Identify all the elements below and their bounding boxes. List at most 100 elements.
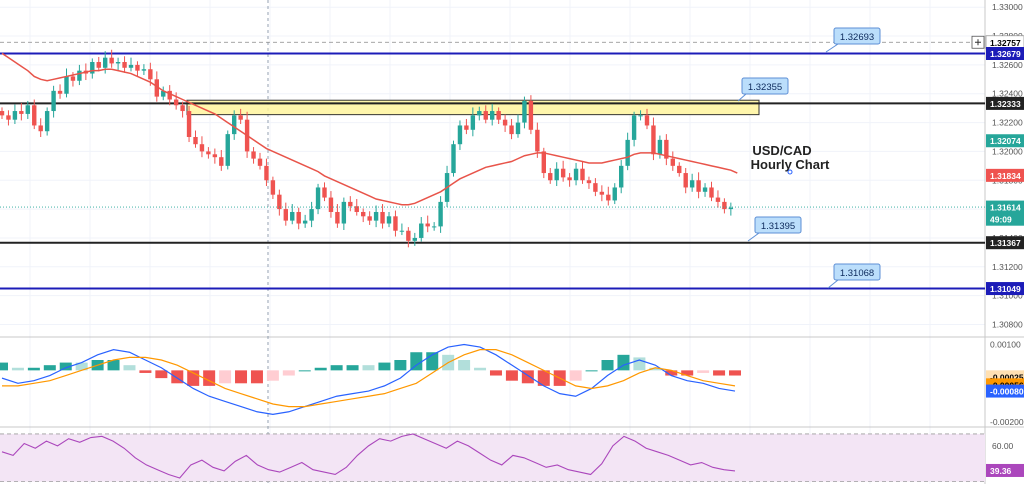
candle-body[interactable] — [438, 201, 443, 227]
candle-body[interactable] — [122, 62, 127, 68]
candle-body[interactable] — [573, 168, 579, 181]
candle-body[interactable] — [457, 125, 463, 145]
candle-body[interactable] — [193, 136, 198, 145]
candle-body[interactable] — [12, 111, 18, 120]
candle-body[interactable] — [496, 111, 501, 120]
candle-body[interactable] — [477, 111, 482, 116]
candle-body[interactable] — [580, 168, 585, 181]
candle-body[interactable] — [541, 151, 546, 174]
candle-body[interactable] — [683, 173, 688, 188]
candle-body[interactable] — [522, 100, 527, 123]
callout-1-32693-box[interactable] — [833, 27, 881, 45]
candle-body[interactable] — [219, 157, 224, 166]
price-tag-6-bg[interactable] — [986, 212, 1024, 226]
callout-1-31068-box[interactable] — [833, 263, 881, 281]
price-axis[interactable]: 1.330001.328001.326001.324001.322001.320… — [971, 2, 1024, 477]
candle-body[interactable] — [290, 211, 295, 221]
macd-line[interactable] — [1, 343, 736, 415]
macd-tag-2-bg[interactable] — [986, 384, 1024, 398]
candle-body[interactable] — [354, 206, 359, 212]
candle-body[interactable] — [509, 125, 514, 135]
candle-body[interactable] — [70, 76, 76, 81]
candle-body[interactable] — [535, 129, 540, 152]
candle-body[interactable] — [399, 230, 405, 232]
candle-body[interactable] — [515, 122, 521, 135]
candle-body[interactable] — [502, 119, 508, 126]
candle-body[interactable] — [173, 99, 179, 106]
candle-body[interactable] — [644, 115, 650, 126]
rsi-pane[interactable] — [0, 433, 985, 483]
candle-body[interactable] — [619, 165, 624, 188]
candle-body[interactable] — [38, 125, 43, 132]
callout-1-31395-box[interactable] — [754, 216, 802, 234]
candle-body[interactable] — [638, 115, 643, 117]
candle-body[interactable] — [251, 151, 256, 159]
candle-body[interactable] — [367, 216, 372, 221]
candle-body[interactable] — [451, 144, 456, 174]
candle-body[interactable] — [109, 57, 114, 64]
candle-body[interactable] — [715, 197, 721, 202]
candle-body[interactable] — [51, 90, 56, 112]
candle-body[interactable] — [419, 223, 424, 238]
candle-body[interactable] — [696, 180, 701, 192]
candle-body[interactable] — [651, 125, 656, 155]
candle-body[interactable] — [277, 194, 282, 210]
candle-body[interactable] — [722, 201, 727, 210]
macd-pane[interactable] — [0, 343, 741, 415]
candle-body[interactable] — [361, 211, 366, 217]
candle-body[interactable] — [6, 115, 11, 120]
rsi-tag-bg[interactable] — [986, 463, 1024, 477]
candle-body[interactable] — [528, 100, 534, 130]
candle-body[interactable] — [90, 62, 95, 74]
price-tag-7-bg[interactable] — [986, 236, 1024, 250]
candle-body[interactable] — [677, 165, 682, 174]
candle-body[interactable] — [44, 111, 50, 132]
candle-body[interactable] — [161, 90, 166, 97]
candle-body[interactable] — [57, 90, 63, 94]
candle-body[interactable] — [322, 187, 327, 198]
candle-body[interactable] — [154, 79, 159, 97]
candle-body[interactable] — [167, 90, 172, 100]
candle-body[interactable] — [238, 115, 243, 120]
price-tag-5-bg[interactable] — [986, 200, 1024, 214]
candle-body[interactable] — [393, 216, 398, 231]
candle-body[interactable] — [709, 187, 714, 198]
candle-body[interactable] — [0, 111, 5, 116]
candle-body[interactable] — [264, 165, 269, 181]
candle-body[interactable] — [115, 62, 121, 64]
candle-body[interactable] — [180, 105, 185, 112]
candle-body[interactable] — [599, 191, 605, 195]
candle-body[interactable] — [148, 69, 153, 80]
candle-body[interactable] — [103, 57, 108, 68]
price-tag-3-bg[interactable] — [986, 134, 1024, 148]
candle-body[interactable] — [689, 180, 695, 188]
candle-body[interactable] — [32, 105, 37, 126]
candle-body[interactable] — [548, 173, 553, 181]
candle-body[interactable] — [302, 220, 308, 224]
candle-body[interactable] — [373, 211, 379, 221]
candle-body[interactable] — [128, 64, 134, 68]
candle-body[interactable] — [670, 158, 675, 166]
candle-body[interactable] — [483, 111, 488, 120]
candle-body[interactable] — [664, 139, 669, 159]
candle-body[interactable] — [25, 105, 30, 114]
candle-body[interactable] — [702, 187, 708, 192]
price-pane[interactable]: 1.32693 1.32355 1.31395 1.31068 — [0, 27, 985, 290]
candle-body[interactable] — [593, 183, 598, 192]
candle-body[interactable] — [206, 151, 211, 155]
price-tag-8-bg[interactable] — [986, 282, 1024, 296]
candle-body[interactable] — [431, 226, 437, 228]
candle-body[interactable] — [631, 115, 637, 140]
candle-body[interactable] — [586, 180, 592, 184]
candle-body[interactable] — [464, 125, 469, 130]
price-tag-4-bg[interactable] — [986, 168, 1024, 182]
candle-body[interactable] — [199, 144, 205, 152]
candle-body[interactable] — [270, 180, 276, 195]
candle-body[interactable] — [283, 209, 288, 221]
candle-body[interactable] — [77, 70, 82, 81]
ema-line[interactable] — [1, 52, 738, 206]
candle-body[interactable] — [728, 207, 734, 210]
candle-body[interactable] — [612, 187, 617, 201]
price-tag-1-bg[interactable] — [986, 47, 1024, 61]
candle-body[interactable] — [406, 230, 411, 241]
